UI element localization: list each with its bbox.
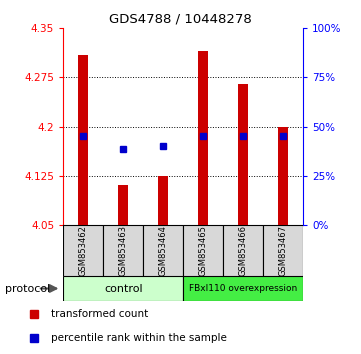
Bar bbox=[78, 55, 88, 225]
Text: control: control bbox=[104, 284, 143, 293]
Bar bbox=[223, 225, 263, 276]
Bar bbox=[183, 225, 223, 276]
Bar bbox=[143, 225, 183, 276]
Bar bbox=[63, 225, 103, 276]
Bar bbox=[183, 276, 303, 301]
Text: FBxl110 overexpression: FBxl110 overexpression bbox=[189, 284, 297, 293]
Bar bbox=[238, 84, 248, 225]
Text: GSM853465: GSM853465 bbox=[199, 225, 208, 276]
Bar bbox=[278, 126, 288, 225]
Text: GSM853462: GSM853462 bbox=[79, 225, 88, 276]
Bar bbox=[103, 225, 143, 276]
Text: percentile rank within the sample: percentile rank within the sample bbox=[51, 332, 227, 343]
Bar bbox=[263, 225, 303, 276]
Text: GSM853463: GSM853463 bbox=[119, 225, 128, 276]
Text: protocol: protocol bbox=[5, 284, 51, 293]
Text: GSM853464: GSM853464 bbox=[159, 225, 168, 276]
Text: transformed count: transformed count bbox=[51, 309, 148, 319]
Text: GSM853466: GSM853466 bbox=[239, 225, 248, 276]
Bar bbox=[118, 185, 128, 225]
Text: GSM853467: GSM853467 bbox=[279, 225, 288, 276]
Text: GDS4788 / 10448278: GDS4788 / 10448278 bbox=[109, 12, 252, 25]
Bar bbox=[158, 176, 168, 225]
Bar bbox=[198, 51, 208, 225]
Bar bbox=[63, 276, 183, 301]
